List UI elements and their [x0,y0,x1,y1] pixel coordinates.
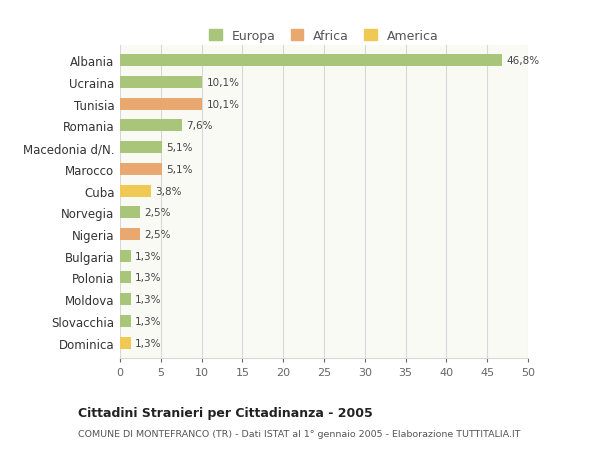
Text: COMUNE DI MONTEFRANCO (TR) - Dati ISTAT al 1° gennaio 2005 - Elaborazione TUTTIT: COMUNE DI MONTEFRANCO (TR) - Dati ISTAT … [78,429,521,438]
Bar [120,250,131,262]
Text: 1,3%: 1,3% [134,273,161,283]
Bar [120,163,161,175]
Text: 3,8%: 3,8% [155,186,182,196]
Bar [120,55,502,67]
Text: Cittadini Stranieri per Cittadinanza - 2005: Cittadini Stranieri per Cittadinanza - 2… [78,406,373,419]
Bar [120,120,182,132]
Bar [120,337,131,349]
Bar [120,294,131,305]
Bar [120,77,202,89]
Text: 5,1%: 5,1% [166,143,192,153]
Text: 2,5%: 2,5% [145,230,171,240]
Text: 5,1%: 5,1% [166,164,192,174]
Text: 7,6%: 7,6% [186,121,212,131]
Legend: Europa, Africa, America: Europa, Africa, America [207,27,441,45]
Text: 10,1%: 10,1% [206,78,239,88]
Bar [120,229,140,241]
Text: 2,5%: 2,5% [145,208,171,218]
Bar [120,99,202,110]
Bar [120,272,131,284]
Bar [120,142,161,154]
Text: 1,3%: 1,3% [134,295,161,304]
Text: 1,3%: 1,3% [134,316,161,326]
Bar [120,185,151,197]
Text: 1,3%: 1,3% [134,338,161,348]
Text: 1,3%: 1,3% [134,251,161,261]
Text: 46,8%: 46,8% [506,56,539,66]
Bar [120,207,140,219]
Bar [120,315,131,327]
Text: 10,1%: 10,1% [206,100,239,109]
